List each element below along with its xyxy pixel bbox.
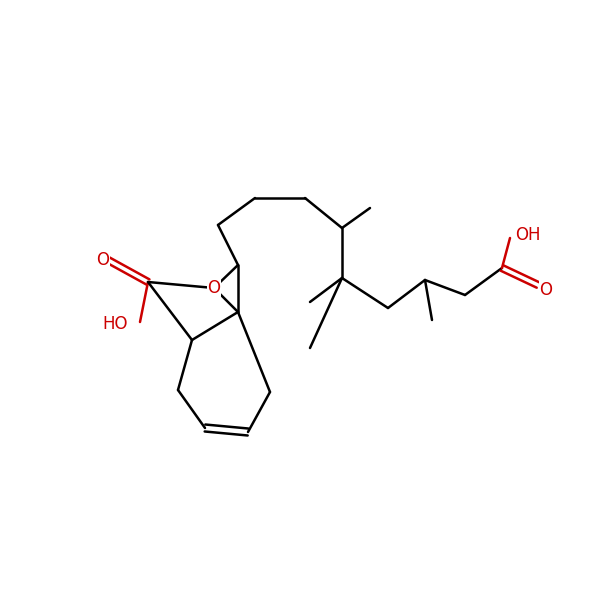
Text: O: O bbox=[539, 281, 553, 299]
Text: O: O bbox=[97, 251, 110, 269]
Text: O: O bbox=[208, 279, 221, 297]
Text: HO: HO bbox=[103, 315, 128, 333]
Text: OH: OH bbox=[515, 226, 541, 244]
